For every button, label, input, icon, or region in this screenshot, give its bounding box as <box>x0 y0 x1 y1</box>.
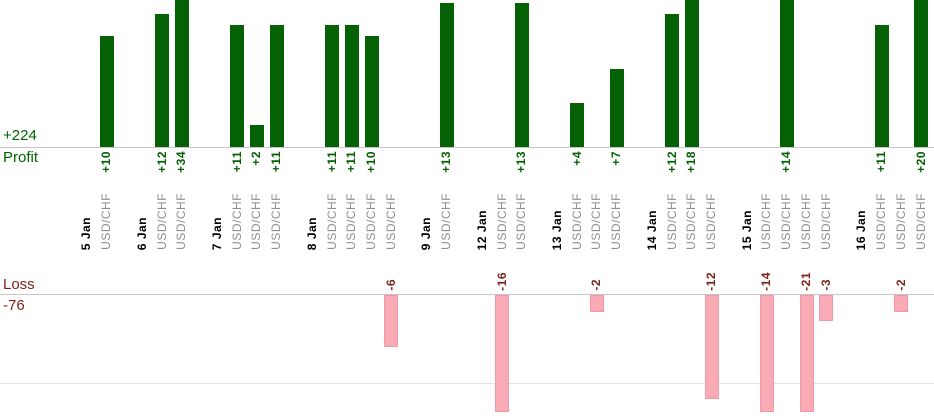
symbol-label: USD/CHF <box>664 193 679 250</box>
profit-bar <box>609 69 624 147</box>
symbol-label: USD/CHF <box>589 193 604 250</box>
profit-value-label: +12 <box>664 151 679 173</box>
profit-value-label: +7 <box>609 151 624 166</box>
loss-bar <box>704 295 719 400</box>
profit-bar <box>874 24 889 147</box>
loss-bar <box>495 295 509 412</box>
profit-bar <box>155 13 169 147</box>
symbol-label: USD/CHF <box>324 193 339 250</box>
symbol-label: USD/CHF <box>759 193 774 250</box>
loss-value-label: -2 <box>589 279 604 291</box>
profit-value-label: +18 <box>684 151 699 173</box>
symbol-label: USD/CHF <box>344 193 359 250</box>
loss-value-label: -14 <box>759 272 774 291</box>
profit-bar <box>665 13 679 147</box>
symbol-label: USD/CHF <box>154 193 169 250</box>
date-label: 8 Jan <box>304 216 319 250</box>
date-label: 14 Jan <box>644 209 659 250</box>
profit-value-label: +10 <box>364 151 379 173</box>
profit-bar <box>779 0 794 147</box>
loss-bar <box>894 295 909 313</box>
symbol-label: USD/CHF <box>269 193 284 250</box>
symbol-label: USD/CHF <box>818 193 833 250</box>
profit-value-label: +4 <box>569 151 584 166</box>
loss-bar <box>819 295 834 322</box>
loss-value-label: -3 <box>818 279 833 291</box>
symbol-label: USD/CHF <box>609 193 624 250</box>
loss-axis-label: Loss <box>3 276 35 293</box>
profit-bar <box>230 24 245 147</box>
loss-bar <box>384 295 399 348</box>
profit-bar <box>439 2 454 147</box>
date-label: 16 Jan <box>854 209 869 250</box>
profit-baseline <box>0 147 934 148</box>
symbol-label: USD/CHF <box>779 193 794 250</box>
symbol-label: USD/CHF <box>229 193 244 250</box>
symbol-label: USD/CHF <box>874 193 889 250</box>
profit-value-label: +13 <box>439 151 454 173</box>
profit-bar <box>344 24 359 147</box>
symbol-label: USD/CHF <box>249 193 264 250</box>
profit-value-label: +10 <box>99 151 114 173</box>
loss-value-label: -2 <box>893 279 908 291</box>
loss-bar <box>589 295 604 313</box>
profit-bar <box>99 36 114 147</box>
profit-value-label: +12 <box>154 151 169 173</box>
profit-bar <box>249 124 264 147</box>
profit-value-label: +11 <box>229 151 244 173</box>
loss-bar <box>799 295 814 412</box>
date-label: 6 Jan <box>134 216 149 250</box>
profit-value-label: +11 <box>874 151 889 173</box>
profit-bar <box>570 102 585 147</box>
profit-bar <box>684 0 699 147</box>
symbol-label: USD/CHF <box>569 193 584 250</box>
bottom-gridline <box>0 383 934 384</box>
symbol-label: USD/CHF <box>383 193 398 250</box>
date-label: 9 Jan <box>419 216 434 250</box>
date-label: 13 Jan <box>549 209 564 250</box>
loss-value-label: -21 <box>799 272 813 291</box>
profit-value-label: +34 <box>174 151 189 173</box>
symbol-label: USD/CHF <box>174 193 189 250</box>
symbol-label: USD/CHF <box>704 193 719 250</box>
symbol-label: USD/CHF <box>494 193 509 250</box>
symbol-label: USD/CHF <box>893 193 908 250</box>
profit-bar <box>174 0 189 147</box>
profit-total: +224 <box>3 127 37 144</box>
loss-total: -76 <box>3 297 25 314</box>
profit-value-label: +11 <box>269 151 284 173</box>
symbol-label: USD/CHF <box>684 193 699 250</box>
date-label: 5 Jan <box>79 216 94 250</box>
profit-value-label: +11 <box>324 151 339 173</box>
profit-value-label: +20 <box>913 151 928 173</box>
profit-value-label: +2 <box>249 151 264 166</box>
date-label: 12 Jan <box>474 209 489 250</box>
symbol-label: USD/CHF <box>913 193 928 250</box>
symbol-label: USD/CHF <box>799 193 813 250</box>
date-label: 15 Jan <box>739 209 754 250</box>
symbol-label: USD/CHF <box>364 193 379 250</box>
symbol-label: USD/CHF <box>514 193 529 250</box>
profit-value-label: +11 <box>344 151 359 173</box>
profit-axis-label: Profit <box>3 149 39 166</box>
loss-value-label: -6 <box>383 279 398 291</box>
loss-value-label: -16 <box>494 272 509 291</box>
symbol-label: USD/CHF <box>99 193 114 250</box>
date-label: 7 Jan <box>209 216 224 250</box>
profit-bar <box>364 36 379 147</box>
profit-bar <box>914 0 929 147</box>
loss-bar <box>759 295 774 412</box>
symbol-label: USD/CHF <box>439 193 454 250</box>
profit-bar <box>514 2 529 147</box>
profit-bar <box>269 24 284 147</box>
profit-bar <box>325 24 339 147</box>
loss-baseline <box>0 294 934 295</box>
profit-value-label: +13 <box>514 151 529 173</box>
profit-value-label: +14 <box>779 151 794 173</box>
loss-value-label: -12 <box>704 272 719 291</box>
